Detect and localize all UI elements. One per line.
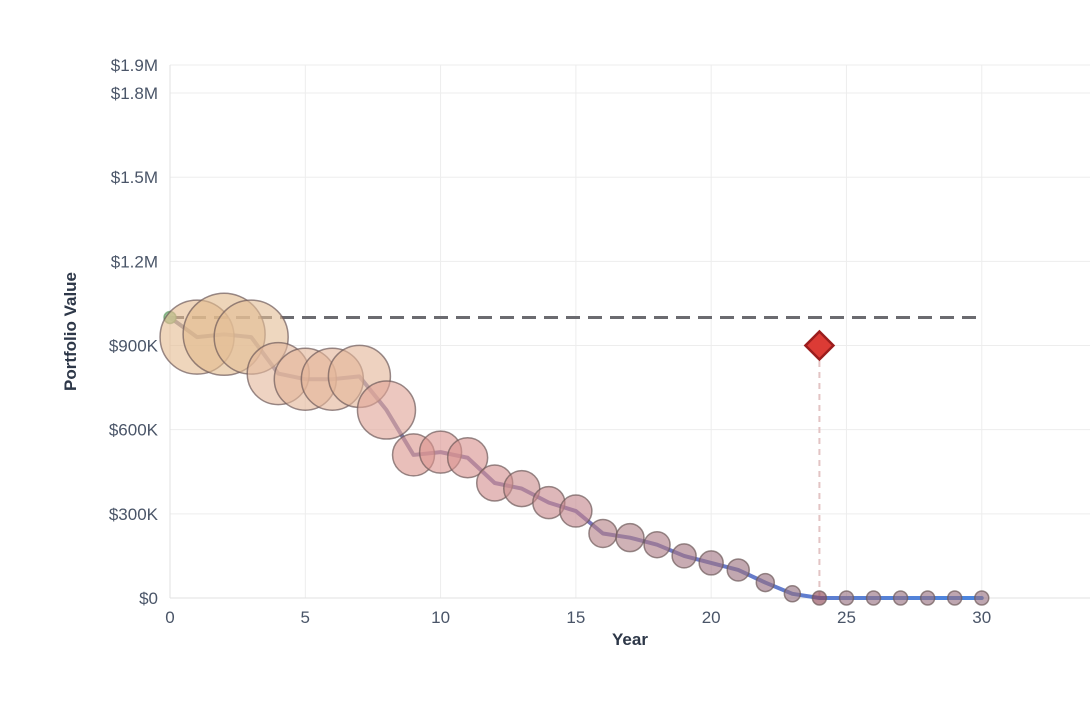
data-point <box>559 494 593 528</box>
y-tick-label: $900K <box>109 337 159 356</box>
data-point <box>588 518 618 549</box>
axes <box>169 65 1090 599</box>
data-point <box>356 380 417 440</box>
x-tick-label: 5 <box>301 608 310 627</box>
data-point <box>865 590 882 606</box>
x-tick-label: 15 <box>566 608 585 627</box>
data-point <box>919 590 936 606</box>
x-tick-label: 30 <box>972 608 991 627</box>
y-tick-label: $1.5M <box>111 168 158 187</box>
y-tick-label: $300K <box>109 505 159 524</box>
marker-layer <box>803 329 836 362</box>
label-layer: 0 5 10 15 20 25 30 $0 $300K $600K $900K $1.2M $1.5M $… <box>61 56 991 649</box>
data-point <box>643 530 671 559</box>
data-point <box>946 590 963 606</box>
y-tick-label: $1.9M <box>111 56 158 75</box>
x-tick-label: 25 <box>837 608 856 627</box>
data-point <box>811 590 828 606</box>
x-tick-label: 0 <box>165 608 174 627</box>
data-point <box>974 590 990 606</box>
data-point <box>615 522 645 553</box>
y-axis-title: Portfolio Value <box>61 272 80 391</box>
y-tick-label: $1.2M <box>111 252 158 271</box>
bubble-layer <box>159 292 990 606</box>
y-tick-label: $1.8M <box>111 84 158 103</box>
data-point <box>726 558 750 582</box>
x-tick-label: 10 <box>431 608 450 627</box>
grid <box>169 64 1090 599</box>
data-point <box>698 550 724 576</box>
data-point <box>892 590 909 606</box>
x-tick-label: 20 <box>702 608 721 627</box>
data-point <box>838 590 855 606</box>
data-point <box>671 543 697 569</box>
data-point <box>446 436 489 479</box>
data-point <box>783 585 802 603</box>
x-axis-title: Year <box>612 630 648 649</box>
reference-layer <box>170 315 982 598</box>
data-point <box>755 572 776 593</box>
depletion-marker <box>803 329 836 362</box>
y-tick-label: $0 <box>139 589 158 608</box>
y-tick-label: $600K <box>109 421 159 440</box>
